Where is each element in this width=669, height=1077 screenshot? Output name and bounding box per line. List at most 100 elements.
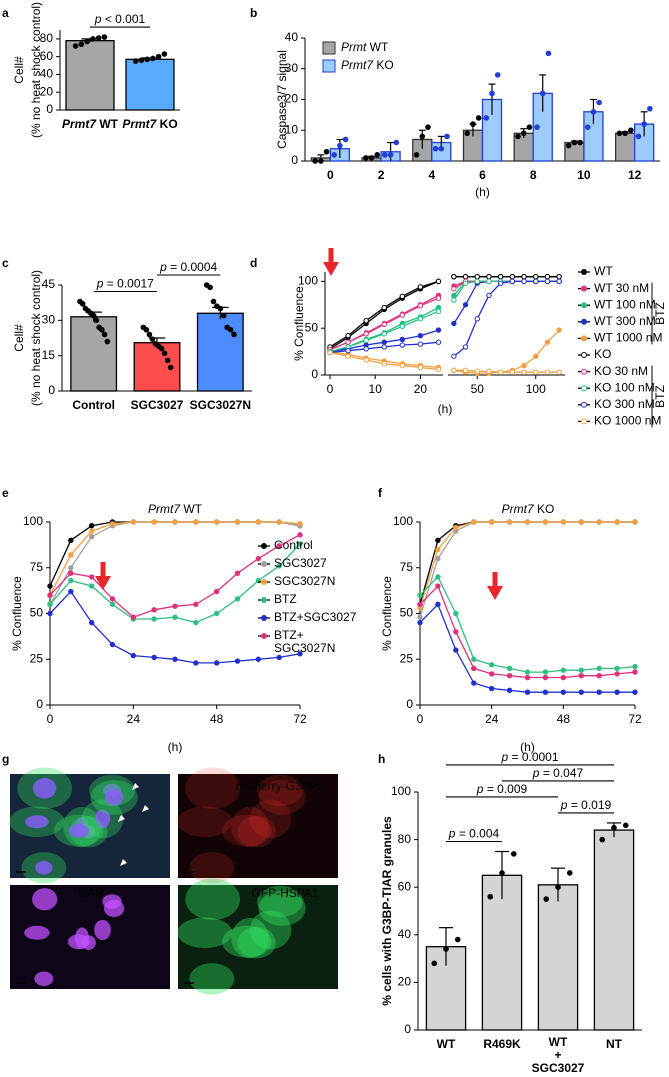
cell xyxy=(258,780,306,815)
data-point xyxy=(596,99,602,106)
y-axis-label: % Confluence xyxy=(10,576,24,651)
series-marker xyxy=(521,273,527,280)
series-marker xyxy=(363,331,369,337)
legend-group-label: BTZ xyxy=(653,302,667,325)
series-marker xyxy=(297,541,303,547)
data-point xyxy=(565,142,572,149)
legend-marker xyxy=(261,597,267,603)
data-point xyxy=(566,870,573,876)
word: = 0.009 xyxy=(483,782,527,796)
x-tick-label: R469K xyxy=(483,1037,521,1051)
y-tick-label: 100 xyxy=(298,274,318,288)
data-point xyxy=(577,139,583,146)
series-marker xyxy=(509,369,516,375)
data-point xyxy=(590,109,597,115)
data-point xyxy=(510,851,517,857)
bar xyxy=(537,884,579,1031)
series-marker xyxy=(533,369,539,375)
data-point xyxy=(622,822,629,829)
data-point xyxy=(210,298,217,305)
x-tick-label: 6 xyxy=(479,168,486,182)
legend-label: Prmt WT xyxy=(341,40,389,54)
series-marker xyxy=(542,689,549,695)
y-tick-label: 45 xyxy=(42,277,56,291)
series-marker xyxy=(560,667,567,673)
y-tick-label: 80 xyxy=(398,832,412,846)
series-marker xyxy=(435,308,442,315)
series-marker xyxy=(88,533,95,540)
series-marker xyxy=(297,651,303,657)
series-marker xyxy=(506,673,513,679)
series-marker xyxy=(497,273,504,280)
series-marker xyxy=(172,614,178,620)
data-point xyxy=(526,124,533,130)
legend-label: WT 300 nM xyxy=(594,314,656,328)
data-point xyxy=(611,824,617,831)
series-marker xyxy=(130,614,137,620)
x-tick-label: 8 xyxy=(530,168,537,182)
y-tick-label: 0 xyxy=(291,153,298,167)
series-marker xyxy=(462,302,469,308)
bar xyxy=(593,829,635,1031)
x-tick-label: WT xyxy=(437,1037,456,1051)
y-tick-label: 80 xyxy=(40,31,54,45)
cell xyxy=(249,910,292,950)
data-point xyxy=(331,152,337,158)
series-marker xyxy=(234,658,241,664)
series-marker xyxy=(435,278,442,285)
word: KO xyxy=(156,117,177,131)
y-tick-label: 40 xyxy=(40,67,54,81)
y-tick-label: 75 xyxy=(30,560,44,574)
nucleus xyxy=(68,823,89,838)
data-point xyxy=(161,350,168,357)
legend-marker xyxy=(581,269,587,275)
significance-label: p = 0.019 xyxy=(560,798,612,812)
series-marker xyxy=(381,304,387,311)
series-marker xyxy=(560,519,567,525)
cell xyxy=(231,806,269,848)
series-marker xyxy=(435,601,441,608)
arrow-head xyxy=(487,586,503,600)
y-tick-label: 40 xyxy=(398,927,412,941)
series-marker xyxy=(435,555,441,562)
channel-label: TIAR xyxy=(76,886,104,900)
series-marker xyxy=(451,353,457,359)
y-tick-label: 30 xyxy=(42,313,56,327)
series-marker xyxy=(151,654,157,661)
legend-label: Control xyxy=(274,538,313,552)
y-axis-label: Caspase3/7 signal xyxy=(275,50,289,149)
y-axis-label: Cell# xyxy=(12,56,26,84)
data-point xyxy=(584,124,591,130)
series-marker xyxy=(524,689,531,695)
cell xyxy=(257,885,304,918)
series-marker xyxy=(614,665,620,672)
series-marker xyxy=(451,286,457,292)
word: = 0.004 xyxy=(455,827,499,841)
data-point xyxy=(144,56,150,63)
series-marker xyxy=(533,273,539,280)
word: WT xyxy=(366,40,389,54)
series-marker xyxy=(542,674,549,681)
series-marker xyxy=(381,361,387,367)
series-marker xyxy=(193,660,199,666)
series-marker xyxy=(363,346,369,352)
italic-word: Prmt7 xyxy=(341,58,374,72)
series-marker xyxy=(345,332,351,339)
series-marker xyxy=(544,273,551,280)
series-marker xyxy=(596,665,602,672)
series-marker xyxy=(47,592,53,598)
data-point xyxy=(438,145,445,152)
italic-word: p xyxy=(560,798,568,812)
legend-swatch xyxy=(322,59,336,73)
significance-label: p = 0.0001 xyxy=(500,750,558,764)
word: = 0.0001 xyxy=(508,750,559,764)
word: WT xyxy=(96,117,119,131)
word: = 0.0004 xyxy=(167,260,218,274)
legend-label: KO 300 nM xyxy=(594,397,655,411)
series-marker xyxy=(462,273,469,280)
y-tick-label: 0 xyxy=(404,1022,411,1036)
series-marker xyxy=(486,368,492,374)
word: = 0.019 xyxy=(567,798,611,812)
series-marker xyxy=(521,362,527,369)
